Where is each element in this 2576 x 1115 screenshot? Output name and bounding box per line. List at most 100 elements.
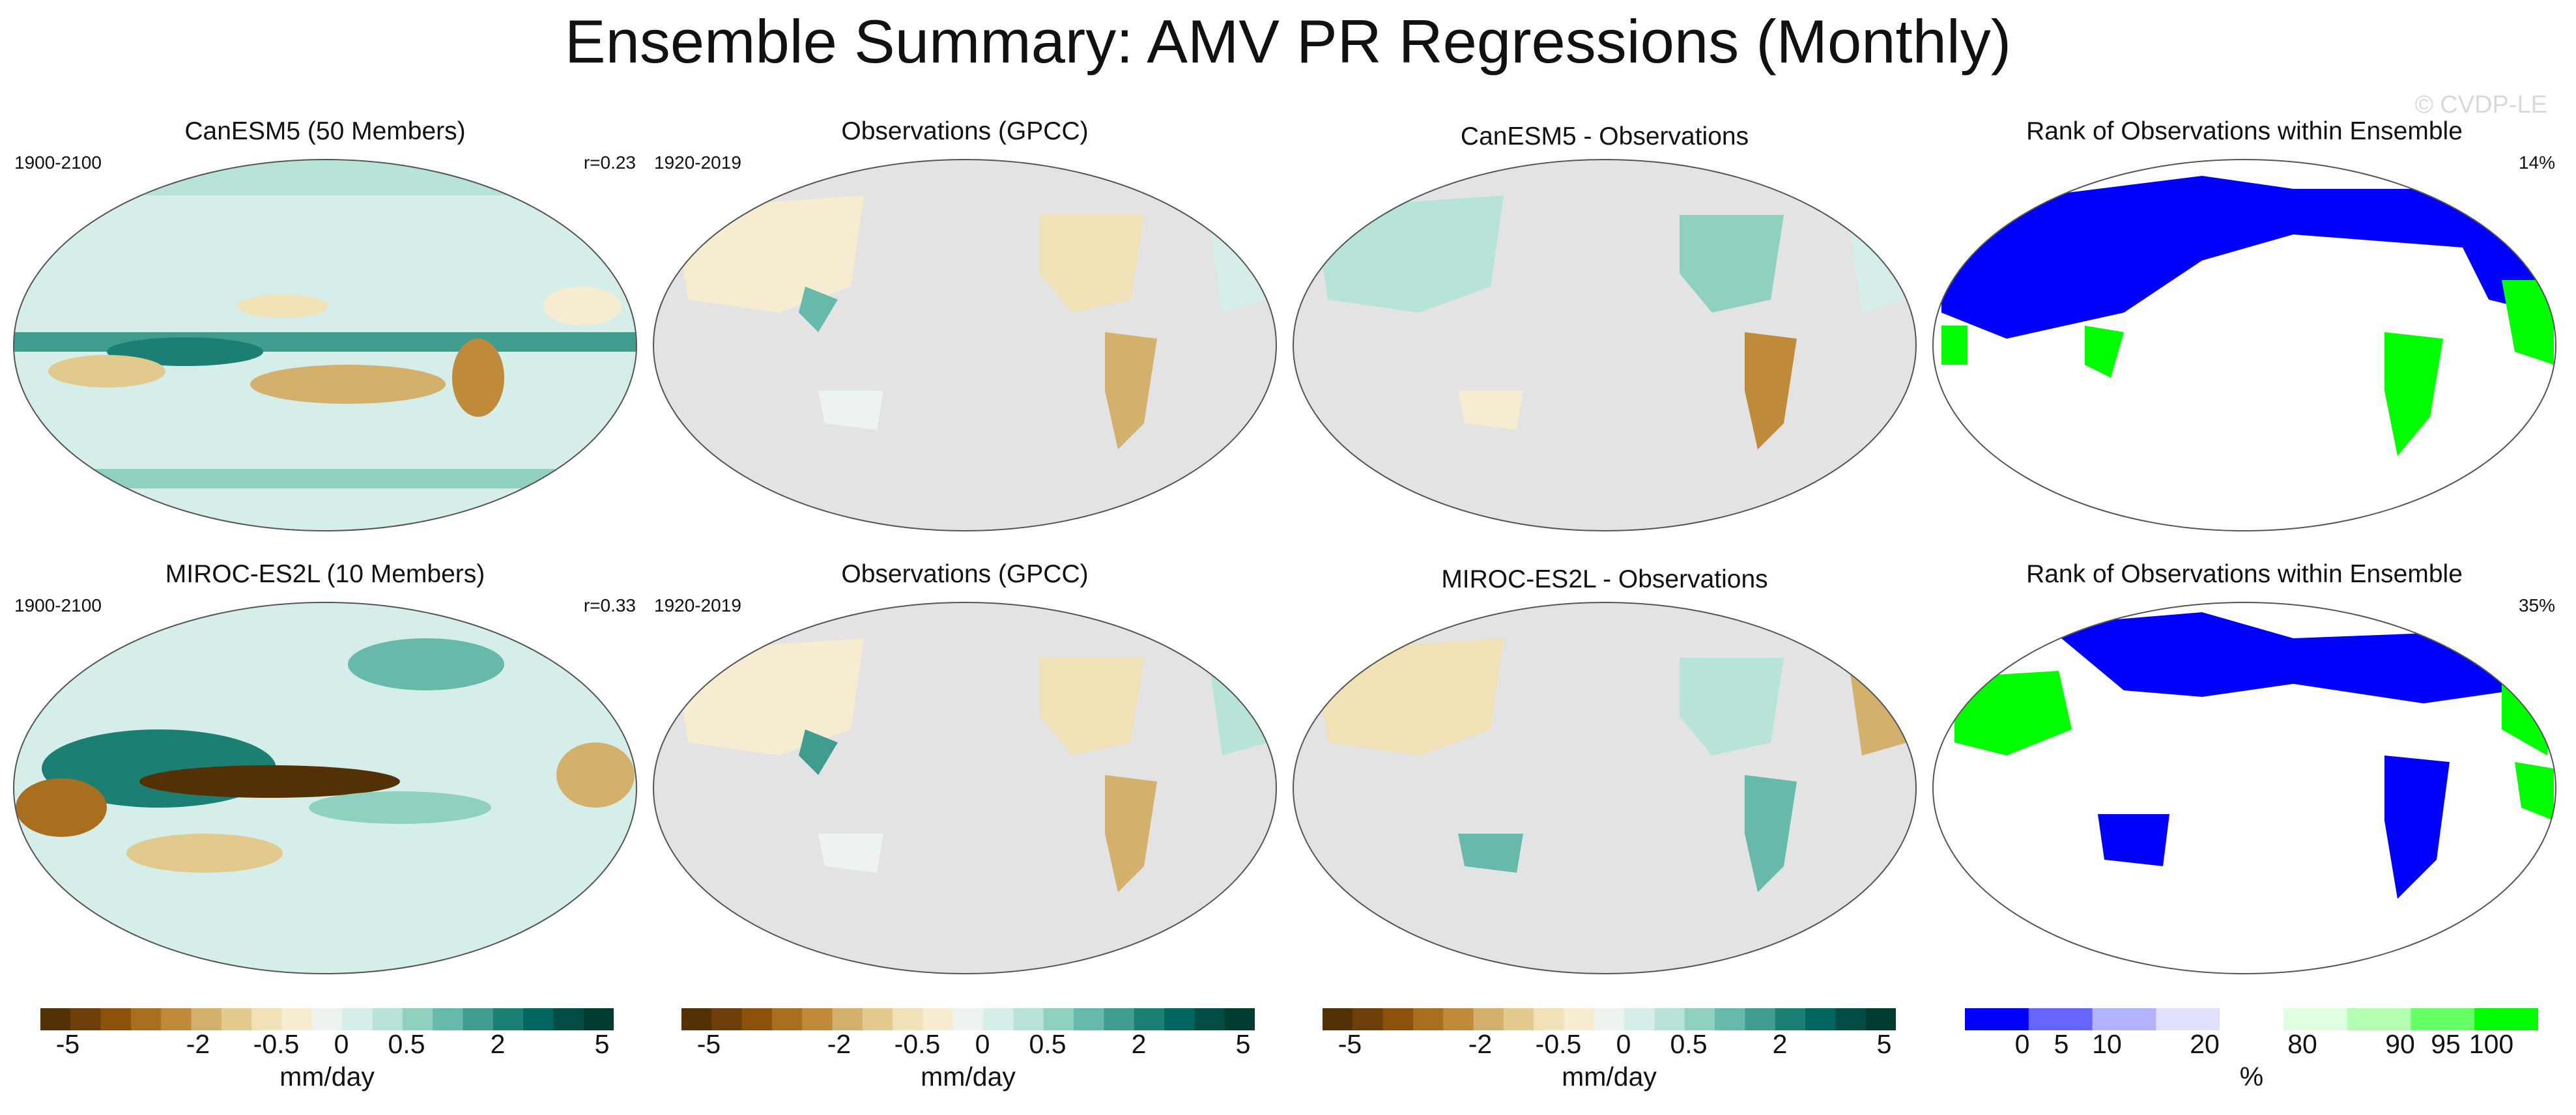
colorbar-swatch <box>2220 1008 2284 1030</box>
colorbar-swatch <box>802 1008 833 1030</box>
colorbar-tick-label: 100 <box>2469 1029 2514 1059</box>
colorbar-swatch <box>1715 1008 1745 1030</box>
map-globe <box>1293 159 1917 531</box>
colorbar-swatch <box>952 1008 984 1030</box>
panel-model-row2: MIROC-ES2L (10 Members) 1900-2100 r=0.33 <box>9 560 641 1003</box>
colorbar-swatch <box>161 1008 192 1030</box>
colorbar-swatch <box>372 1008 403 1030</box>
colorbar-tick-label: 90 <box>2385 1029 2415 1059</box>
colorbar-tick-label: -2 <box>186 1029 210 1059</box>
colorbar-diff: mm/day -5 -2 -0.5 0 0.5 2 5 <box>1323 1008 1896 1092</box>
colorbar-unit: mm/day <box>1562 1062 1657 1092</box>
colorbar-tick-label: 95 <box>2431 1029 2461 1059</box>
colorbar-swatch <box>681 1008 712 1030</box>
percent-label: 14% <box>2518 152 2555 173</box>
colorbar-unit: mm/day <box>921 1062 1016 1092</box>
colorbar-swatch <box>1965 1008 2029 1030</box>
panel-title: CanESM5 (50 Members) <box>184 117 466 145</box>
colorbar-swatch <box>130 1008 162 1030</box>
colorbar-tick-label: 0.5 <box>1029 1029 1066 1059</box>
period-label: 1900-2100 <box>14 595 102 615</box>
colorbar-swatch <box>433 1008 463 1030</box>
colorbar-swatch <box>1534 1008 1565 1030</box>
panel-title: Observations (GPCC) <box>841 117 1089 145</box>
colorbar-swatch <box>311 1008 343 1030</box>
colorbar-tick-label: 0.5 <box>1670 1029 1708 1059</box>
figure-title: Ensemble Summary: AMV PR Regressions (Mo… <box>564 7 2012 76</box>
colorbar-swatches <box>40 1008 614 1030</box>
period-label: 1920-2019 <box>654 152 741 173</box>
map-globe <box>1293 602 1917 974</box>
colorbar-swatch <box>1164 1008 1195 1030</box>
colorbar-swatch <box>493 1008 524 1030</box>
panel-rank-row2: Rank of Observations within Ensemble 35% <box>1928 560 2560 1003</box>
colorbar-swatch <box>221 1008 252 1030</box>
colorbar-swatch <box>1503 1008 1534 1030</box>
colorbar-swatch <box>1224 1008 1255 1030</box>
colorbar-swatches <box>681 1008 1255 1030</box>
colorbar-swatch <box>923 1008 954 1030</box>
panel-obs-row2: Observations (GPCC) 1920-2019 <box>649 560 1281 1003</box>
colorbar-swatch <box>1594 1008 1625 1030</box>
colorbar-swatch <box>1043 1008 1074 1030</box>
map-globe <box>1932 159 2556 531</box>
colorbar-swatch <box>1194 1008 1225 1030</box>
colorbar-swatch <box>1013 1008 1044 1030</box>
colorbar-tick-label: 5 <box>594 1029 610 1059</box>
colorbar-tick-label: -0.5 <box>1535 1029 1582 1059</box>
colorbar-unit: mm/day <box>279 1062 375 1092</box>
colorbar-swatch <box>771 1008 803 1030</box>
colorbar-swatches <box>1965 1008 2538 1030</box>
colorbar-tick-label: 80 <box>2287 1029 2317 1059</box>
colorbar-tick-label: 0 <box>1616 1029 1631 1059</box>
colorbar-swatch <box>1412 1008 1444 1030</box>
colorbar-tick-label: 0.5 <box>388 1029 425 1059</box>
period-label: 1920-2019 <box>654 595 741 615</box>
colorbar-swatch <box>553 1008 584 1030</box>
map-globe <box>1932 602 2556 974</box>
colorbar-swatch <box>281 1008 313 1030</box>
colorbar-swatch <box>2347 1008 2411 1030</box>
correlation-label: r=0.33 <box>583 595 636 615</box>
colorbar-tick-label: 5 <box>2054 1029 2069 1059</box>
colorbar-swatch <box>2283 1008 2348 1030</box>
colorbar-swatch <box>1654 1008 1685 1030</box>
colorbar-tick-label: 20 <box>2190 1029 2220 1059</box>
colorbar-swatch <box>1775 1008 1806 1030</box>
map-globe <box>653 159 1277 531</box>
panel-diff-row1: CanESM5 - Observations <box>1289 117 1921 560</box>
colorbar-swatch <box>893 1008 924 1030</box>
colorbar-swatch <box>191 1008 222 1030</box>
colorbar-tick-label: -2 <box>1468 1029 1493 1059</box>
colorbar-swatch <box>463 1008 494 1030</box>
colorbar-tick-label: -0.5 <box>894 1029 941 1059</box>
watermark: © CVDP-LE <box>2414 91 2547 119</box>
colorbar-swatch <box>983 1008 1014 1030</box>
colorbar-swatch <box>832 1008 863 1030</box>
colorbar-tick-label: -2 <box>827 1029 852 1059</box>
colorbar-swatch <box>1382 1008 1414 1030</box>
colorbar-swatch <box>711 1008 743 1030</box>
colorbar-tick-label: -5 <box>1338 1029 1362 1059</box>
panel-title: MIROC-ES2L - Observations <box>1441 565 1768 593</box>
colorbar-swatch <box>1865 1008 1896 1030</box>
colorbar-tick-label: 0 <box>2014 1029 2030 1059</box>
colorbar-tick-label: -5 <box>696 1029 721 1059</box>
correlation-label: r=0.23 <box>583 152 636 173</box>
colorbar-tick-label: 0 <box>334 1029 349 1059</box>
colorbar-swatch <box>1745 1008 1776 1030</box>
colorbar-tick-label: -5 <box>55 1029 80 1059</box>
colorbar-tick-label: 0 <box>975 1029 990 1059</box>
map-globe <box>13 159 637 531</box>
colorbar-obs: mm/day -5 -2 -0.5 0 0.5 2 5 <box>681 1008 1255 1092</box>
colorbar-swatch <box>70 1008 102 1030</box>
colorbar-swatch <box>741 1008 773 1030</box>
panel-obs-row1: Observations (GPCC) 1920-2019 <box>649 117 1281 560</box>
colorbar-tick-label: 5 <box>1876 1029 1892 1059</box>
colorbar-swatch <box>1624 1008 1655 1030</box>
colorbar-swatch <box>1835 1008 1867 1030</box>
colorbar-swatch <box>1684 1008 1715 1030</box>
colorbar-swatch <box>1074 1008 1104 1030</box>
colorbar-swatches <box>1323 1008 1896 1030</box>
colorbar-swatch <box>100 1008 132 1030</box>
